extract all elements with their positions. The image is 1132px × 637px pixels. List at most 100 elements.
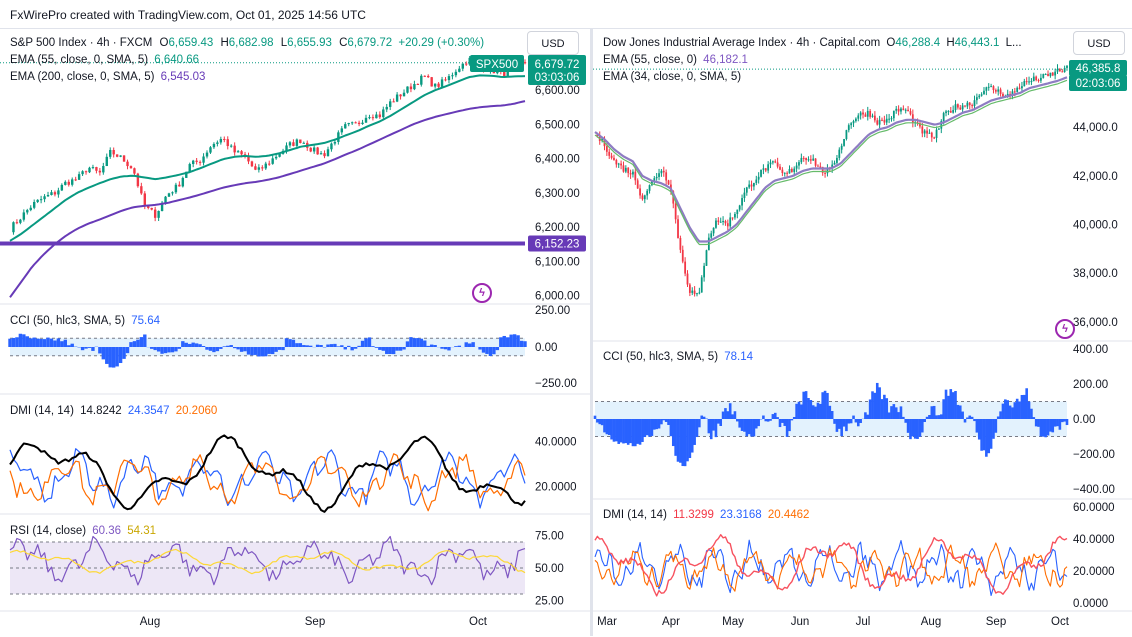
dj-cci-bar	[598, 419, 601, 424]
dj-cci-bar	[940, 414, 943, 419]
sp500-candle-body	[74, 179, 76, 180]
dj-dmi-legend[interactable]: DMI (14, 14) 11.3299 23.3168 20.4462	[603, 507, 809, 524]
dj-candle-body	[618, 164, 620, 165]
sp500-cci-bar	[60, 341, 63, 347]
dj-candle-body	[746, 187, 748, 192]
sp500-dmi-legend[interactable]: DMI (14, 14) 14.8242 24.3547 20.2060	[10, 403, 217, 420]
dj-candle-body	[983, 91, 985, 95]
dj-cci-axis-label: 200.00	[1073, 379, 1108, 391]
dj-candle-body	[722, 221, 724, 222]
sp500-cci-bar	[471, 342, 474, 347]
sp500-candle-body	[420, 76, 422, 85]
dj-cci-bar	[840, 419, 843, 436]
sp500-cci-legend[interactable]: CCI (50, hlc3, SMA, 5) 75.64	[10, 313, 160, 330]
dowjones-chart-svg[interactable]: 44,000.042,000.040,000.038,000.036,000.0…	[593, 29, 1132, 637]
dj-open: 46,288.4	[895, 37, 940, 49]
dj-cci-legend[interactable]: CCI (50, hlc3, SMA, 5) 78.14	[603, 349, 753, 366]
dj-dmi-plus-line	[595, 540, 1067, 595]
dj-cci-bar	[1042, 419, 1045, 437]
sp500-candle-body	[424, 76, 426, 77]
dj-cci-bar	[729, 403, 732, 419]
dj-cci-bar	[1059, 419, 1062, 430]
dj-candle-body	[834, 163, 836, 165]
sp500-chart-svg[interactable]: 6,600.006,500.006,400.006,300.006,200.00…	[0, 29, 590, 637]
sp500-change: +20.29 (+0.30%)	[398, 37, 484, 49]
dj-currency-button[interactable]: USD	[1073, 31, 1125, 55]
sp500-ema200-legend[interactable]: EMA (200, close, 0, SMA, 5) 6,545.03	[10, 69, 205, 86]
sp500-axis-label: 6,000.00	[535, 291, 580, 303]
dj-cci-bar	[1030, 409, 1033, 419]
sp500-axis-label: 6,100.00	[535, 256, 580, 268]
dj-candle-body	[684, 262, 686, 274]
dj-lightning-icon[interactable]: ϟ	[1055, 319, 1075, 339]
dj-x-label-apr: Apr	[662, 616, 680, 628]
sp500-candle-body	[323, 153, 325, 156]
dj-cci-axis-label: −400.00	[1073, 484, 1115, 496]
dj-cci-bar	[881, 399, 884, 419]
sp500-cci-bar	[126, 347, 129, 353]
sp500-currency-button[interactable]: USD	[527, 31, 579, 55]
dj-ema55-legend[interactable]: EMA (55, close, 0) 46,182.1	[603, 52, 748, 69]
dj-candle-body	[727, 223, 729, 226]
sp500-candle-body	[313, 147, 315, 151]
sp500-candle-body	[441, 79, 443, 86]
dj-candle-body	[646, 191, 648, 196]
sp500-low: 6,655.93	[287, 37, 332, 49]
dj-cci-bar	[696, 419, 699, 437]
sp500-rsi-axis-label: 75.00	[535, 531, 564, 543]
sp500-candle-body	[310, 148, 312, 152]
dj-candle-body	[706, 250, 708, 266]
dj-cci-bar	[634, 419, 637, 446]
dj-cci-bar	[1002, 404, 1005, 419]
sp500-rsi-legend[interactable]: RSI (14, close) 60.36 54.31	[10, 523, 156, 540]
dj-cci-bar	[795, 404, 798, 419]
dj-candle-body	[767, 164, 769, 170]
dj-cci-bar	[1025, 388, 1028, 419]
sp500-cci-bar	[433, 345, 436, 347]
dj-candle-body	[848, 125, 850, 130]
sp500-candle-body	[251, 161, 253, 166]
sp500-cci-bar	[223, 346, 226, 347]
sp500-candle-body	[216, 142, 218, 143]
sp500-ema55-legend[interactable]: EMA (55, close, 0, SMA, 5) 6,640.66	[10, 52, 199, 69]
sp500-candle-body	[175, 185, 177, 193]
sp500-cci-bar	[482, 347, 485, 353]
sp500-candle-body	[182, 178, 184, 186]
sp500-candle-body	[54, 192, 56, 194]
dj-cci-bar	[662, 419, 665, 420]
dj-cci-bar	[691, 419, 694, 453]
dj-cci-bar	[1021, 395, 1024, 419]
dj-candle-body	[805, 158, 807, 160]
sp500-cci-bar	[84, 347, 87, 349]
dj-cci-bar	[923, 419, 926, 422]
dj-cci-bar	[743, 419, 746, 432]
dj-candle-body	[784, 173, 786, 174]
sp500-dmi-plus-line	[10, 449, 525, 508]
dj-candle-body	[978, 96, 980, 97]
sp500-candle-body	[133, 168, 135, 173]
dj-price-badge: 46,385.8	[1076, 63, 1121, 75]
dj-x-label-oct: Oct	[1051, 616, 1070, 628]
sp500-candle-body	[389, 101, 391, 107]
sp500-cci-bar	[288, 339, 291, 347]
dj-ema34-legend[interactable]: EMA (34, close, 0, SMA, 5)	[603, 69, 741, 86]
sp500-x-label-oct: Oct	[469, 616, 488, 628]
sp500-candle-body	[71, 179, 73, 184]
sp500-ema200-line	[10, 101, 525, 297]
dj-cci-bar	[964, 419, 967, 422]
dj-cci-bar	[931, 406, 934, 419]
sp500-lightning-icon[interactable]: ϟ	[472, 283, 492, 303]
dj-candle-body	[985, 87, 987, 90]
sp500-cci-bar	[523, 341, 526, 347]
dj-cci-bar	[1004, 399, 1007, 419]
cci-label: CCI (50, hlc3, SMA, 5)	[10, 315, 125, 327]
sp500-cci-bar	[440, 347, 443, 349]
sp500-cci-bar	[160, 347, 163, 354]
dj-cci-bar	[708, 419, 711, 433]
dj-cci-bar	[681, 419, 684, 466]
dj-cci-bar	[606, 419, 609, 434]
dj-candle-body	[1014, 91, 1016, 92]
dj-candle-body	[734, 214, 736, 217]
